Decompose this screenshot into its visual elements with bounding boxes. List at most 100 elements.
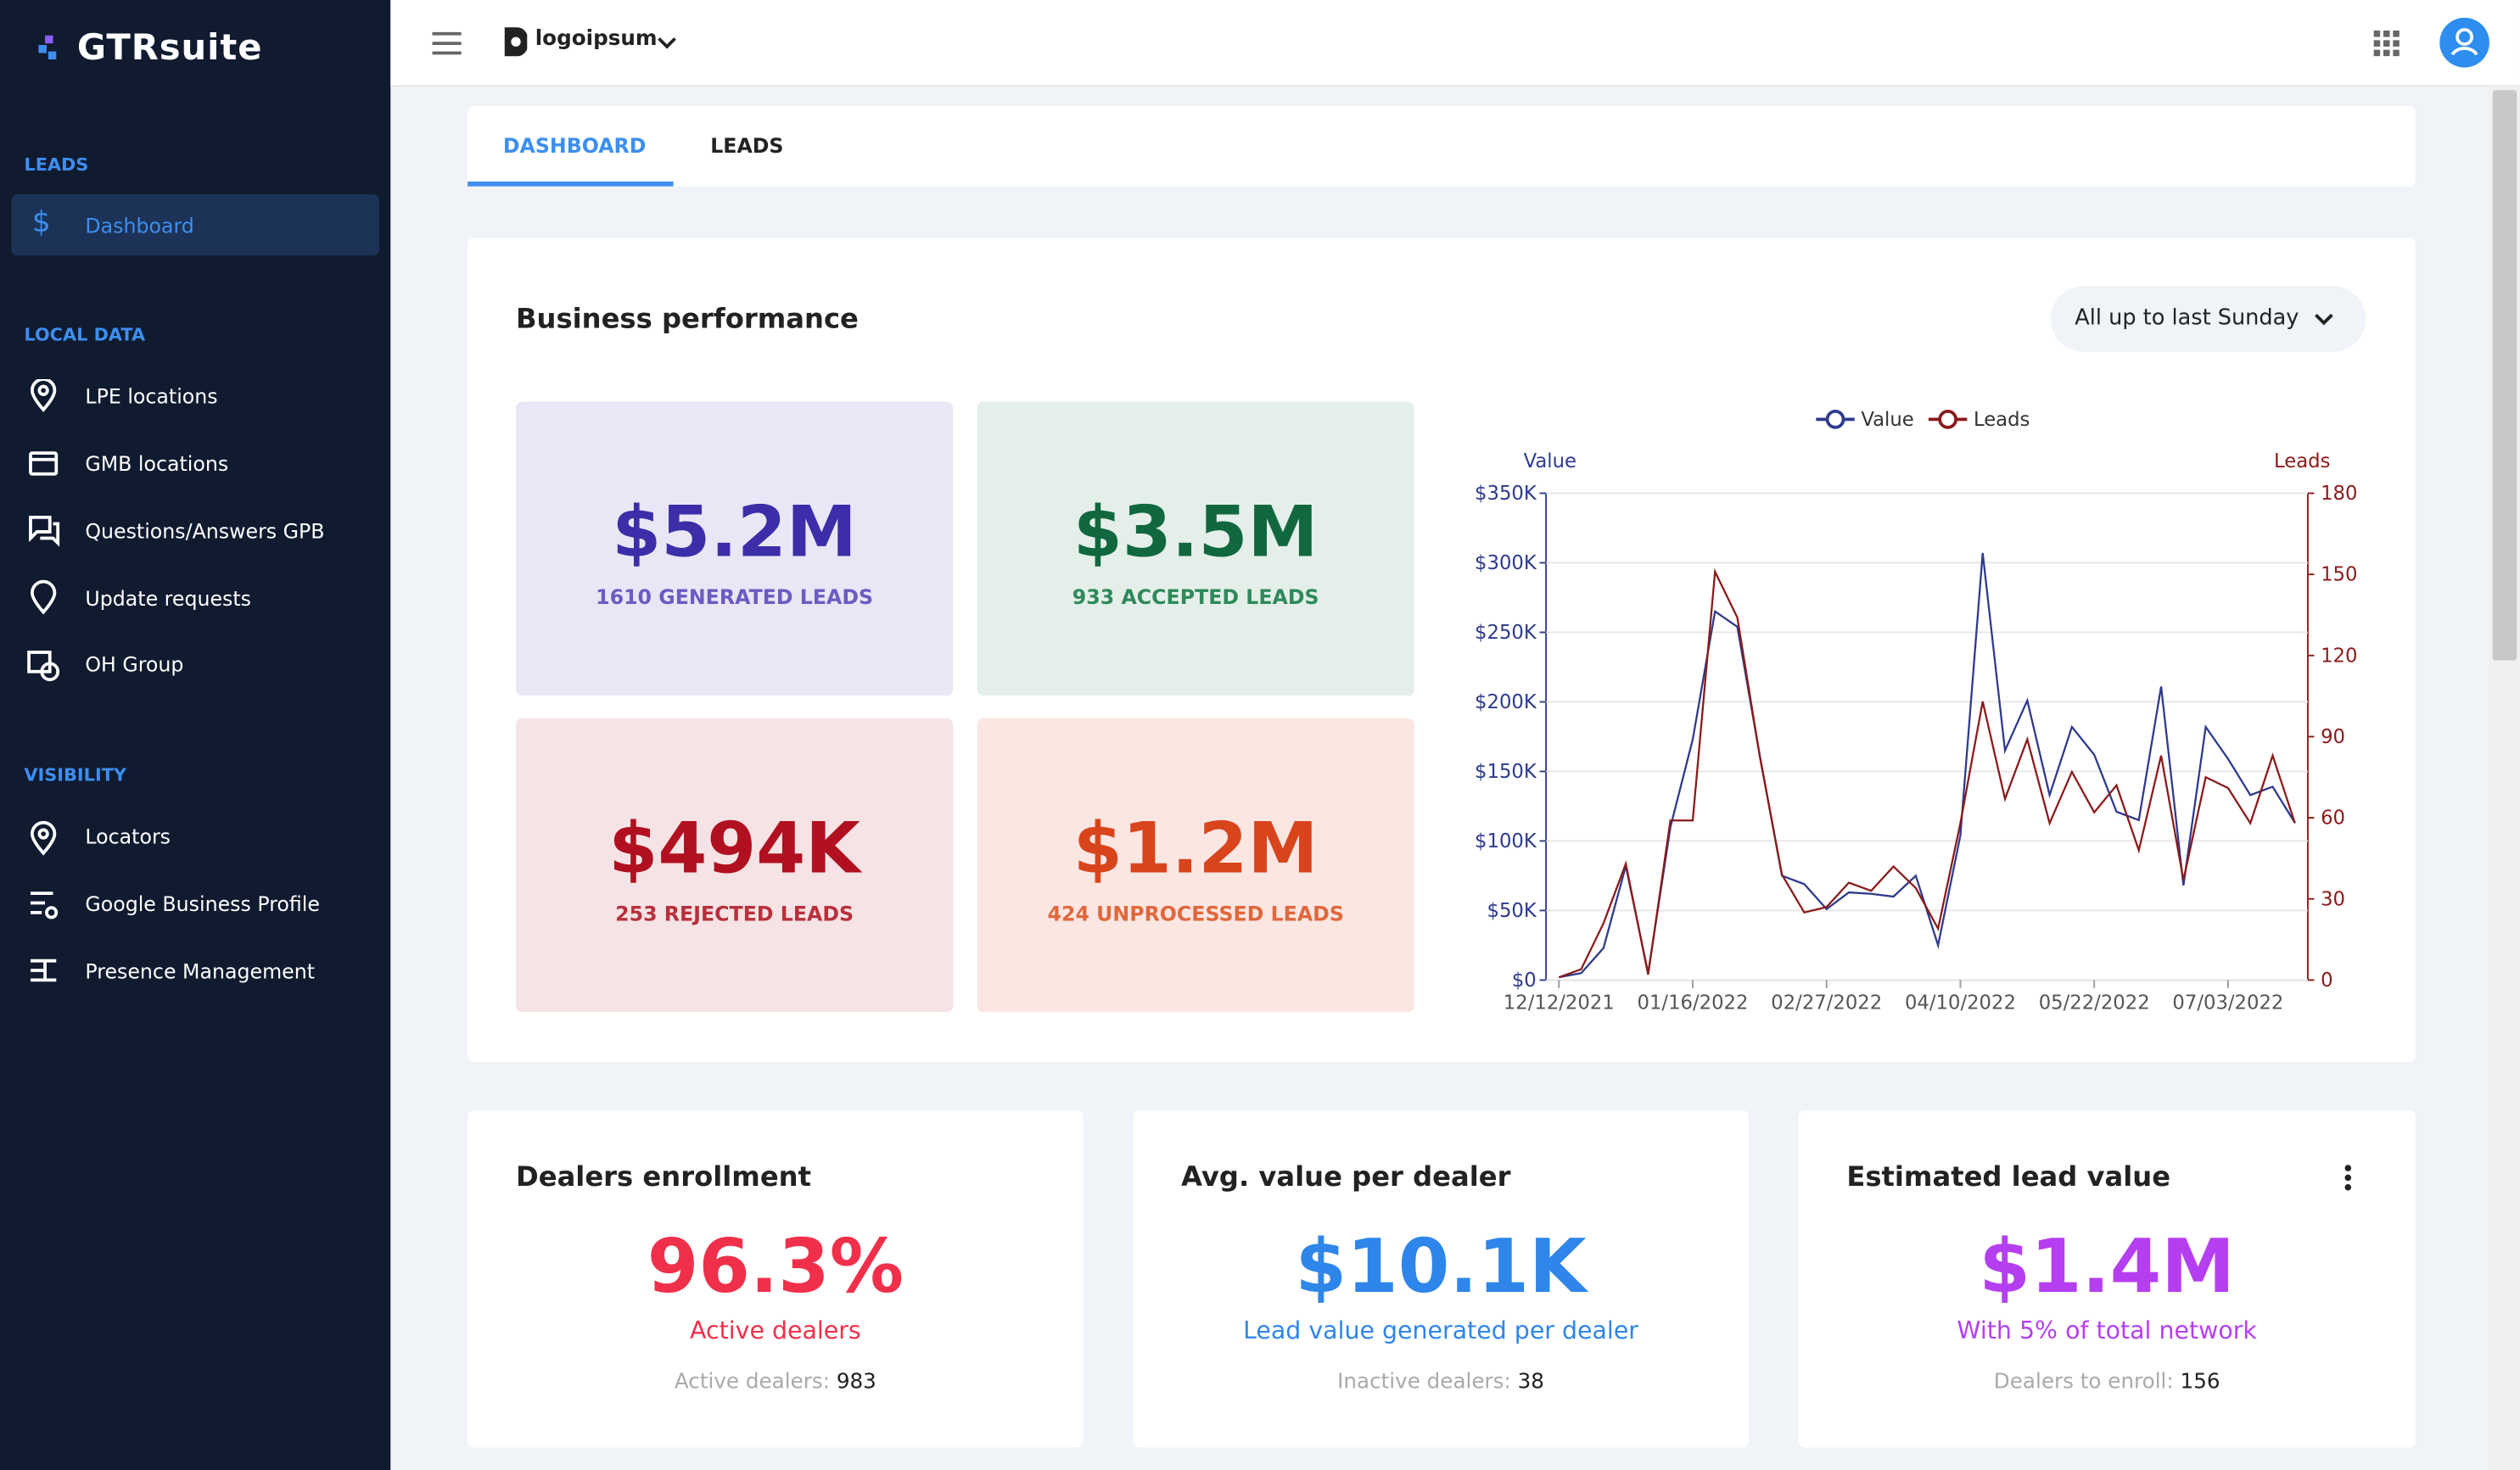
card-title: Avg. value per dealer — [1181, 1161, 1511, 1194]
active-item[interactable] — [11, 194, 380, 256]
legend-marker — [1825, 409, 1845, 429]
card-value: 96.3% — [647, 1222, 904, 1310]
nav-item[interactable]: OH Group — [85, 652, 184, 677]
y2-tick-label: 60 — [2321, 808, 2345, 830]
y2-tick-label: 30 — [2321, 888, 2345, 910]
x-tick-label: 12/12/2021 — [1504, 992, 1615, 1014]
y-tick-label: $350K — [1475, 483, 1537, 505]
foot-value: 983 — [836, 1370, 876, 1395]
brand: GTRsuite — [76, 29, 263, 70]
nav-item[interactable]: GMB locations — [85, 451, 229, 476]
legend-marker — [1938, 409, 1958, 429]
series-line — [1559, 552, 2296, 979]
kpi-label: 1610 GENERATED LEADS — [596, 584, 874, 609]
kpi-value: $5.2M — [612, 491, 857, 574]
card-caption: With 5% of total network — [1957, 1316, 2257, 1345]
foot-label: Active dealers: — [674, 1370, 831, 1395]
kpi-label: 933 ACCEPTED LEADS — [1072, 584, 1319, 609]
y-tick-label: $250K — [1475, 622, 1537, 644]
logo-dropdown[interactable] — [658, 36, 677, 52]
section-title: VISIBILITY — [24, 764, 127, 786]
nav-item[interactable]: LPE locations — [85, 383, 218, 409]
y2-axis-title: Leads — [2274, 450, 2330, 472]
nav-item[interactable]: Dashboard — [85, 213, 194, 238]
legend-label: Value — [1861, 409, 1913, 431]
y-axis-title: Value — [1524, 450, 1576, 472]
card-caption: Lead value generated per dealer — [1243, 1316, 1639, 1345]
kpi-value: $494K — [608, 808, 860, 891]
y2-tick-label: 90 — [2321, 726, 2345, 748]
section-title: LOCAL DATA — [24, 324, 146, 346]
tab-indicator — [468, 182, 674, 187]
sidebar: GTRsuite LEADS $ Dashboard LOCAL DATA LP… — [0, 0, 391, 1470]
stat-card: Avg. value per dealer $10.1K Lead value ge… — [1133, 1109, 1749, 1448]
y-tick-label: $150K — [1475, 761, 1537, 783]
stat-card: Dealers enrollment 96.3% Active dealers Act… — [468, 1109, 1084, 1448]
y-tick-label: $300K — [1475, 552, 1537, 574]
card-value: $1.4M — [1979, 1222, 2236, 1310]
y-tick-label: $0 — [1512, 970, 1537, 992]
nav-item[interactable]: Presence Management — [85, 959, 316, 984]
brand-logo — [38, 35, 57, 60]
card-caption: Active dealers — [690, 1316, 861, 1345]
logo-text[interactable]: logoipsum — [535, 27, 658, 52]
x-tick-label: 04/10/2022 — [1905, 992, 2016, 1014]
kpi-card: $3.5M 933 ACCEPTED LEADS — [977, 401, 1414, 696]
tabs-card: DASHBOARD LEADS — [468, 106, 2416, 187]
legend-label: Leads — [1974, 409, 2030, 431]
user-avatar[interactable] — [2439, 17, 2489, 68]
line-chart: $0 $50K $100K $150K $200K $250K $300K $350K 0 30 6… — [1475, 409, 2357, 1014]
tab[interactable]: DASHBOARD — [502, 133, 647, 158]
tab[interactable]: LEADS — [710, 133, 784, 158]
kpi-card: $5.2M 1610 GENERATED LEADS — [516, 401, 954, 696]
nav-item[interactable]: Google Business Profile — [85, 892, 320, 916]
card-title: Dealers enrollment — [516, 1161, 811, 1194]
logo-mark — [504, 27, 528, 57]
scroll-thumb[interactable] — [2492, 90, 2517, 661]
apps-button[interactable] — [2373, 30, 2400, 57]
x-tick-label: 05/22/2022 — [2039, 992, 2150, 1014]
y2-tick-label: 150 — [2321, 564, 2357, 586]
y-tick-label: $200K — [1475, 691, 1537, 713]
card-title: Estimated lead value — [1846, 1161, 2171, 1194]
y2-tick-label: 120 — [2321, 645, 2357, 667]
scrollbar[interactable] — [2489, 87, 2520, 1470]
period-select[interactable]: All up to last Sunday — [2050, 286, 2366, 352]
series-line — [1558, 567, 2296, 979]
card-foot: Inactive dealers: 38 — [1133, 1371, 1748, 1395]
y2-tick-label: 180 — [2321, 483, 2357, 505]
x-tick-label: 07/03/2022 — [2172, 992, 2283, 1014]
section-title: Business performance — [516, 303, 859, 336]
stat-card: Estimated lead value $1.4M With 5% of tot… — [1798, 1109, 2416, 1448]
foot-label: Inactive dealers: — [1337, 1370, 1511, 1395]
y-tick-label: $50K — [1487, 900, 1537, 922]
x-tick-label: 02/27/2022 — [1771, 992, 1882, 1014]
period-text: All up to last Sunday — [2075, 305, 2299, 332]
card-value: $10.1K — [1295, 1222, 1587, 1310]
kpi-value: $1.2M — [1072, 808, 1319, 891]
menu-button[interactable] — [431, 31, 463, 56]
foot-label: Dealers to enroll: — [1993, 1370, 2174, 1395]
y2-tick-label: 0 — [2321, 970, 2332, 992]
nav-item[interactable]: Locators — [85, 824, 171, 849]
card-foot: Active dealers: 983 — [468, 1371, 1083, 1395]
kpi-card: $1.2M 424 UNPROCESSED LEADS — [977, 718, 1414, 1013]
select-arrow — [2315, 313, 2333, 326]
foot-value: 156 — [2180, 1370, 2220, 1395]
y-tick-label: $100K — [1475, 830, 1537, 852]
section-title: LEADS — [24, 154, 89, 176]
kpi-card: $494K 253 REJECTED LEADS — [516, 718, 954, 1013]
dollar-icon: $ — [31, 205, 51, 240]
more-button[interactable] — [2344, 1163, 2353, 1192]
foot-value: 38 — [1517, 1370, 1544, 1395]
kpi-value: $3.5M — [1072, 491, 1319, 574]
nav-item[interactable]: Update requests — [85, 586, 252, 611]
top-bar: logoipsum — [390, 0, 2520, 87]
kpi-label: 253 REJECTED LEADS — [615, 901, 854, 926]
x-tick-label: 01/16/2022 — [1638, 992, 1749, 1014]
kpi-label: 424 UNPROCESSED LEADS — [1047, 901, 1344, 926]
nav-icons — [27, 379, 60, 982]
nav-item[interactable]: Questions/Answers GPB — [85, 518, 325, 544]
